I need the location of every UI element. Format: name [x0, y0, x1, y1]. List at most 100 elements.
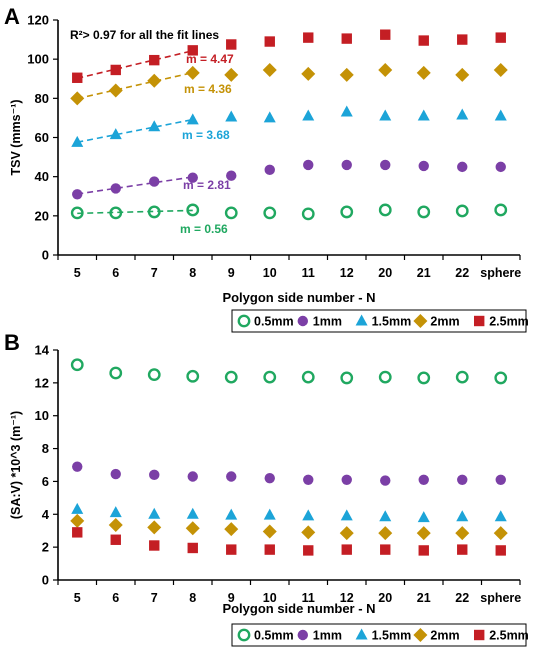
data-point: [380, 544, 391, 555]
data-point: [263, 370, 277, 384]
data-point: [72, 189, 83, 200]
x-tick-label: 11: [302, 591, 315, 605]
x-tick-label: 22: [455, 591, 469, 605]
x-tick-label: 21: [417, 591, 431, 605]
x-axis-title: Polygon side number - N: [222, 601, 375, 616]
x-tick-label: 11: [302, 266, 315, 280]
x-tick-label: 21: [417, 266, 431, 280]
legend-marker: [413, 314, 428, 328]
y-tick-label: 0: [42, 573, 49, 588]
data-point: [456, 108, 469, 120]
data-point: [417, 205, 431, 219]
data-point: [416, 526, 431, 541]
fit-line: [77, 209, 193, 215]
data-point: [340, 509, 353, 521]
data-point: [418, 545, 429, 556]
data-point: [108, 517, 123, 532]
data-point: [109, 366, 123, 380]
data-point: [109, 206, 123, 220]
y-tick-label: 6: [42, 474, 49, 489]
legend-marker: [297, 315, 308, 327]
data-point: [303, 545, 314, 556]
data-point: [455, 526, 470, 541]
legend-label: 0.5mm: [254, 315, 294, 329]
data-point: [303, 474, 314, 485]
legend-label: 1mm: [313, 315, 342, 329]
y-tick-label: 60: [35, 130, 49, 145]
panel-a: 0 20 40 60 80 100 120 5 6 7 8 9 10 11 12 20 21 22 sphere Po…: [9, 13, 529, 333]
legend-marker: [474, 315, 485, 327]
data-point: [147, 520, 162, 535]
x-tick-label: 22: [455, 266, 469, 280]
data-point: [457, 544, 468, 555]
x-tick-label: 9: [228, 591, 235, 605]
data-point: [186, 203, 200, 217]
x-tick-label: 8: [189, 266, 196, 280]
y-tick-label: 14: [35, 343, 50, 358]
data-point: [301, 66, 316, 81]
data-point: [378, 203, 392, 217]
data-point: [71, 135, 84, 147]
data-point: [224, 206, 238, 220]
data-point: [457, 161, 468, 173]
data-point: [186, 507, 199, 519]
legend-label: 0.5mm: [254, 629, 294, 643]
x-tick-label: 20: [378, 266, 392, 280]
legend-box: [231, 309, 527, 333]
slope-label: m = 4.47: [186, 52, 234, 66]
data-point: [263, 111, 276, 123]
x-tick-label: 5: [74, 266, 81, 280]
data-point: [186, 369, 200, 383]
y-tick-label: 80: [35, 91, 49, 106]
data-point: [417, 371, 431, 385]
y-tick-label: 10: [35, 408, 49, 423]
legend-label: 2.5mm: [489, 629, 529, 643]
data-point: [457, 474, 468, 485]
fit-line: [77, 118, 193, 143]
data-point: [148, 120, 161, 132]
legend-box: [231, 623, 527, 647]
series-1mm: [72, 461, 506, 486]
data-point: [495, 32, 506, 43]
data-point: [303, 159, 314, 171]
series-2.5mm: [72, 527, 506, 556]
data-point: [263, 508, 276, 520]
data-point: [417, 511, 430, 523]
legend-label: 2.5mm: [489, 315, 529, 329]
data-point: [70, 91, 85, 106]
data-point: [493, 526, 508, 541]
data-point: [380, 475, 391, 486]
y-tick-label: 120: [27, 13, 49, 28]
series-1mm: [72, 159, 506, 200]
x-axis-title: Polygon side number - N: [222, 290, 375, 305]
fit-annotation: R²> 0.97 for all the fit lines: [70, 28, 219, 42]
x-tick-label: sphere: [480, 266, 521, 280]
x-tick-label: 10: [263, 591, 277, 605]
data-point: [187, 45, 198, 56]
data-point: [418, 35, 429, 46]
data-point: [263, 206, 277, 220]
data-point: [147, 205, 161, 219]
data-point: [224, 370, 238, 384]
data-point: [418, 160, 429, 172]
data-point: [495, 474, 506, 485]
data-point: [379, 510, 392, 522]
data-point: [493, 62, 508, 77]
panel-b-letter: B: [4, 330, 20, 355]
data-point: [110, 64, 121, 76]
x-tick-label: 12: [340, 266, 354, 280]
data-point: [224, 67, 239, 82]
fit-line: [77, 49, 193, 80]
data-point: [110, 534, 121, 545]
x-tick-label: 10: [263, 266, 277, 280]
x-tick-label: 8: [189, 591, 196, 605]
data-point: [149, 469, 160, 481]
data-point: [339, 67, 354, 82]
data-point: [149, 176, 160, 187]
slope-label: m = 3.68: [182, 128, 230, 142]
data-point: [264, 472, 275, 484]
data-point: [341, 544, 352, 555]
data-point: [225, 110, 238, 122]
